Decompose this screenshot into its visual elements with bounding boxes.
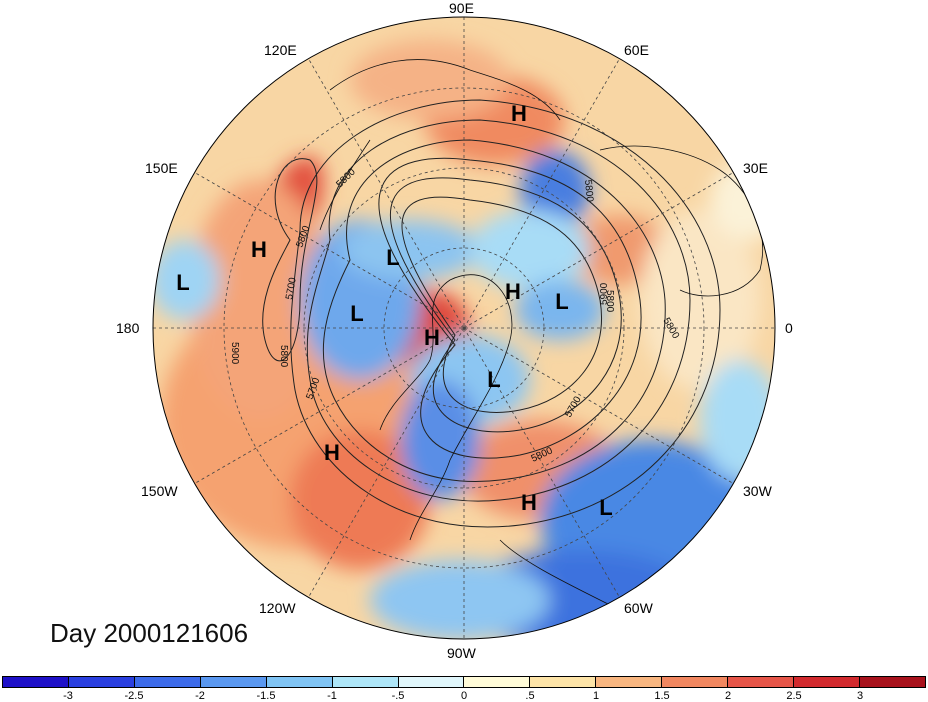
anomaly-field xyxy=(153,17,775,639)
low-pressure-label: L xyxy=(350,301,363,326)
color-bar-segment xyxy=(530,677,597,687)
high-pressure-label: H xyxy=(324,440,340,465)
color-bar-tick-label: 1 xyxy=(592,690,600,702)
map-boundary xyxy=(152,16,776,640)
longitude-label-60w: 60W xyxy=(624,600,653,616)
longitude-label-150w: 150W xyxy=(141,483,178,499)
color-bar-segment xyxy=(859,677,925,687)
color-bar-segment xyxy=(596,677,663,687)
contour-label: 5800 xyxy=(582,179,595,203)
longitude-label-30e: 30E xyxy=(743,160,768,176)
color-bar-segment xyxy=(794,677,860,687)
low-pressure-label: L xyxy=(487,367,500,392)
color-bar-tick-label: -2 xyxy=(195,690,205,702)
longitude-label-150e: 150E xyxy=(145,160,178,176)
high-pressure-label: H xyxy=(251,237,267,262)
date-label: Day 2000121606 xyxy=(50,618,249,648)
low-pressure-label: L xyxy=(176,270,189,295)
height-contours xyxy=(262,99,721,528)
contour-label: 5900 xyxy=(229,342,240,365)
longitude-label-0: 0 xyxy=(785,320,793,336)
color-bar-segment xyxy=(134,677,201,687)
color-bar-segment xyxy=(266,677,333,687)
graticule xyxy=(153,17,775,639)
color-bar-tick-label: -.5 xyxy=(391,690,405,702)
color-bar-tick-label: 2 xyxy=(724,690,732,702)
color-bar-tick-label: -3 xyxy=(63,690,73,702)
color-bar-tick-label: -1.5 xyxy=(256,690,276,702)
longitude-label-120e: 120E xyxy=(264,42,297,58)
high-pressure-label: H xyxy=(424,325,440,350)
low-pressure-label: L xyxy=(555,289,568,314)
color-bar-segment xyxy=(398,677,465,687)
low-pressure-label: L xyxy=(386,245,399,270)
longitude-label-90e: 90E xyxy=(449,0,474,16)
color-bar-tick-label: 1.5 xyxy=(654,690,670,702)
color-bar-segment xyxy=(200,677,267,687)
contour-label: 5700 xyxy=(284,276,299,300)
longitude-label-180: 180 xyxy=(116,320,140,336)
high-pressure-label: H xyxy=(505,279,521,304)
color-bar-segment xyxy=(68,677,135,687)
longitude-label-90w: 90W xyxy=(447,645,476,661)
contour-label: 5800 xyxy=(604,290,615,313)
contour-label: 5900 xyxy=(599,282,610,305)
pressure-centers: H H L L H H L L L H L H xyxy=(176,101,612,520)
color-bar-segment xyxy=(332,677,399,687)
color-bar-tick-label: .5 xyxy=(525,690,535,702)
color-bar-segment xyxy=(464,677,531,687)
longitude-label-60e: 60E xyxy=(624,42,649,58)
high-pressure-label: H xyxy=(521,490,537,515)
color-bar xyxy=(2,676,926,688)
color-bar-tick-label: 2.5 xyxy=(786,690,802,702)
color-bar-segment xyxy=(728,677,795,687)
color-bar-tick-label: -1 xyxy=(327,690,337,702)
color-bar-tick-label: 0 xyxy=(460,690,468,702)
longitude-label-120w: 120W xyxy=(259,600,296,616)
color-bar-tick-label: 3 xyxy=(856,690,864,702)
color-bar-segment xyxy=(3,677,69,687)
high-pressure-label: H xyxy=(511,101,527,126)
low-pressure-label: L xyxy=(599,495,612,520)
contour-label: 5800 xyxy=(278,345,289,368)
color-bar-segment xyxy=(662,677,729,687)
longitude-label-30w: 30W xyxy=(743,483,772,499)
color-bar-tick-label: -2.5 xyxy=(124,690,144,702)
